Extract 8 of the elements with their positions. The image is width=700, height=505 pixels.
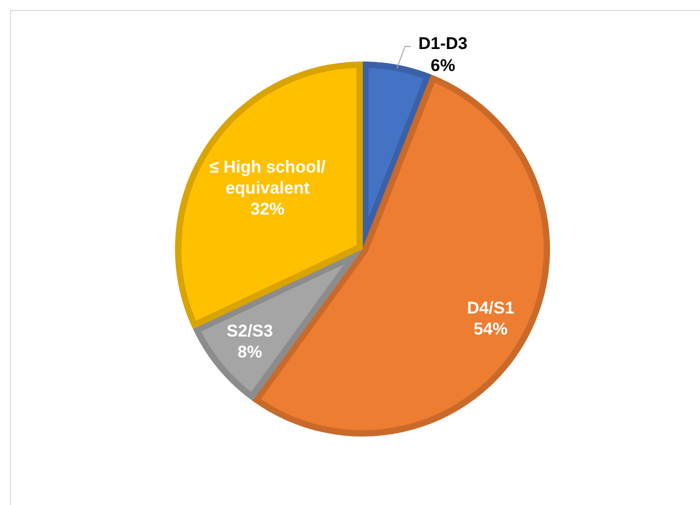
slice-label: S2/S3 xyxy=(226,321,273,340)
data-label: 6% xyxy=(430,56,456,76)
data-label: 32% xyxy=(250,199,285,218)
slice-label: D1-D3 xyxy=(418,34,468,54)
data-label: 8% xyxy=(238,342,262,362)
slice-label: ≤ High school/equivalent xyxy=(209,157,326,198)
data-label: 54% xyxy=(474,320,508,339)
slice-label: D4/S1 xyxy=(467,298,514,318)
